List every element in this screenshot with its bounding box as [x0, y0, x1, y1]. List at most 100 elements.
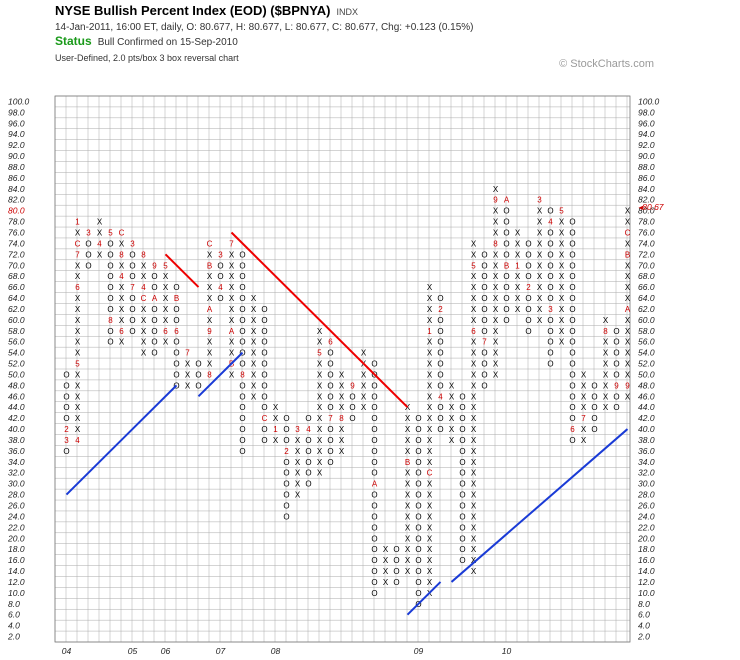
trendlines	[65, 231, 629, 616]
x-box: X	[427, 556, 433, 565]
o-box: O	[129, 250, 135, 259]
x-box: X	[625, 261, 631, 270]
x-box: X	[625, 272, 631, 281]
o-box: O	[503, 305, 509, 314]
o-box: O	[569, 436, 575, 445]
x-box: X	[493, 327, 499, 336]
y-tick-left: 78.0	[8, 217, 25, 227]
month-mark: 3	[64, 436, 69, 445]
x-box: X	[537, 229, 543, 238]
x-box: X	[273, 403, 279, 412]
month-mark: 9	[625, 381, 630, 390]
x-box: X	[427, 502, 433, 511]
x-box: X	[295, 458, 301, 467]
x-box: X	[405, 534, 411, 543]
x-box: X	[559, 283, 565, 292]
o-box: O	[283, 480, 289, 489]
month-mark: 4	[438, 392, 443, 401]
y-tick-right: 28.0	[637, 490, 655, 500]
y-tick-right: 22.0	[637, 522, 655, 532]
o-box: O	[437, 425, 443, 434]
o-box: O	[569, 218, 575, 227]
o-box: O	[547, 294, 553, 303]
month-mark: 7	[130, 283, 135, 292]
o-box: O	[151, 305, 157, 314]
y-tick-right: 58.0	[638, 326, 655, 336]
o-box: O	[459, 414, 465, 423]
y-tick-left: 48.0	[8, 380, 25, 390]
x-box: X	[251, 349, 257, 358]
x-box: X	[163, 338, 169, 347]
o-box: O	[129, 327, 135, 336]
y-tick-left: 28.0	[7, 490, 25, 500]
o-box: O	[305, 414, 311, 423]
x-box: X	[163, 283, 169, 292]
o-box: O	[239, 360, 245, 369]
y-tick-left: 76.0	[8, 228, 25, 238]
o-box: O	[393, 567, 399, 576]
x-box: X	[75, 294, 81, 303]
x-box: X	[515, 239, 521, 248]
y-tick-right: 14.0	[638, 566, 655, 576]
month-mark: 6	[570, 425, 575, 434]
o-box: O	[371, 512, 377, 521]
o-box: O	[305, 469, 311, 478]
o-box: O	[569, 294, 575, 303]
o-box: O	[173, 316, 179, 325]
x-box: X	[493, 360, 499, 369]
x-box: X	[625, 370, 631, 379]
o-box: O	[239, 436, 245, 445]
y-tick-left: 42.0	[8, 413, 25, 423]
x-box: X	[559, 218, 565, 227]
x-box: X	[405, 502, 411, 511]
x-box: X	[471, 338, 477, 347]
x-box: X	[229, 316, 235, 325]
o-box: O	[63, 447, 69, 456]
o-box: O	[239, 327, 245, 336]
o-box: O	[107, 305, 113, 314]
x-box: X	[471, 239, 477, 248]
o-box: O	[415, 414, 421, 423]
o-box: O	[107, 239, 113, 248]
o-box: O	[437, 360, 443, 369]
x-year-label: 06	[161, 646, 171, 656]
x-box: X	[625, 349, 631, 358]
o-box: O	[239, 338, 245, 347]
o-box: O	[481, 294, 487, 303]
x-box: X	[537, 294, 543, 303]
x-box: X	[119, 261, 125, 270]
o-box: O	[393, 545, 399, 554]
month-mark: 5	[108, 229, 113, 238]
x-box: X	[405, 523, 411, 532]
o-box: O	[151, 316, 157, 325]
month-mark: 8	[603, 327, 608, 336]
o-box: O	[569, 392, 575, 401]
support-trendline	[65, 384, 178, 496]
x-box: X	[603, 349, 609, 358]
x-box: X	[625, 327, 631, 336]
y-tick-right: 52.0	[638, 359, 655, 369]
o-box: O	[547, 283, 553, 292]
x-box: X	[405, 491, 411, 500]
x-box: X	[119, 316, 125, 325]
y-tick-left: 4.0	[8, 621, 20, 631]
x-box: X	[317, 447, 323, 456]
x-box: X	[537, 272, 543, 281]
o-box: O	[459, 436, 465, 445]
o-box: O	[459, 523, 465, 532]
y-axis-left: 100.098.096.094.092.090.088.086.084.082.…	[7, 96, 30, 641]
x-box: X	[339, 370, 345, 379]
x-box: X	[75, 305, 81, 314]
month-mark: 8	[119, 250, 124, 259]
y-tick-right: 96.0	[638, 118, 655, 128]
o-box: O	[283, 436, 289, 445]
x-box: X	[427, 360, 433, 369]
